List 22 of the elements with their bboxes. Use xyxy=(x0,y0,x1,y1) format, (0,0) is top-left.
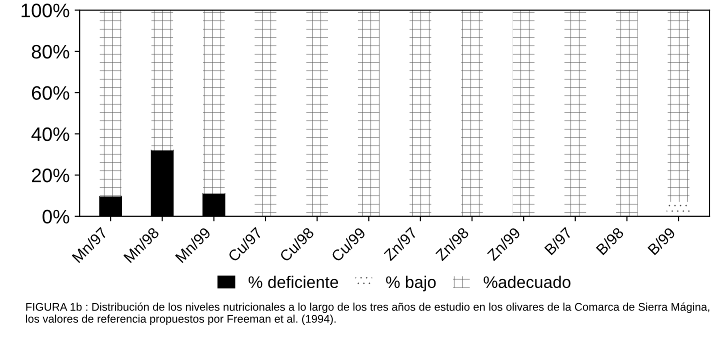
bar xyxy=(410,10,432,216)
bar xyxy=(512,10,534,216)
bar xyxy=(203,10,225,194)
y-tick-label: 20% xyxy=(32,168,70,182)
text: FIGURA 1b : Distribución de los niveles nutricionales a lo largo de los tres años de estudio en los olivares de la Comarca de Sierra Mágina, los valores de referencia propuestos por Freeman et al. (1994). xyxy=(26,302,710,325)
legend-label: % deficiente xyxy=(248,276,338,288)
bar xyxy=(616,10,638,216)
bar xyxy=(461,10,483,216)
legend-label: %adecuado xyxy=(484,276,570,288)
bar xyxy=(564,10,586,216)
bar xyxy=(668,10,690,202)
bar xyxy=(358,10,380,216)
legend-label: % bajo xyxy=(386,276,436,292)
bar xyxy=(151,10,174,150)
y-tick-label: 80% xyxy=(32,44,70,59)
y-tick-label: 0% xyxy=(42,210,70,224)
bar xyxy=(100,10,122,197)
y-tick-label: 60% xyxy=(32,86,70,100)
bar xyxy=(306,10,328,216)
y-tick-label: 40% xyxy=(31,127,70,142)
bar xyxy=(254,10,276,216)
y-tick-label: 100% xyxy=(22,4,70,18)
